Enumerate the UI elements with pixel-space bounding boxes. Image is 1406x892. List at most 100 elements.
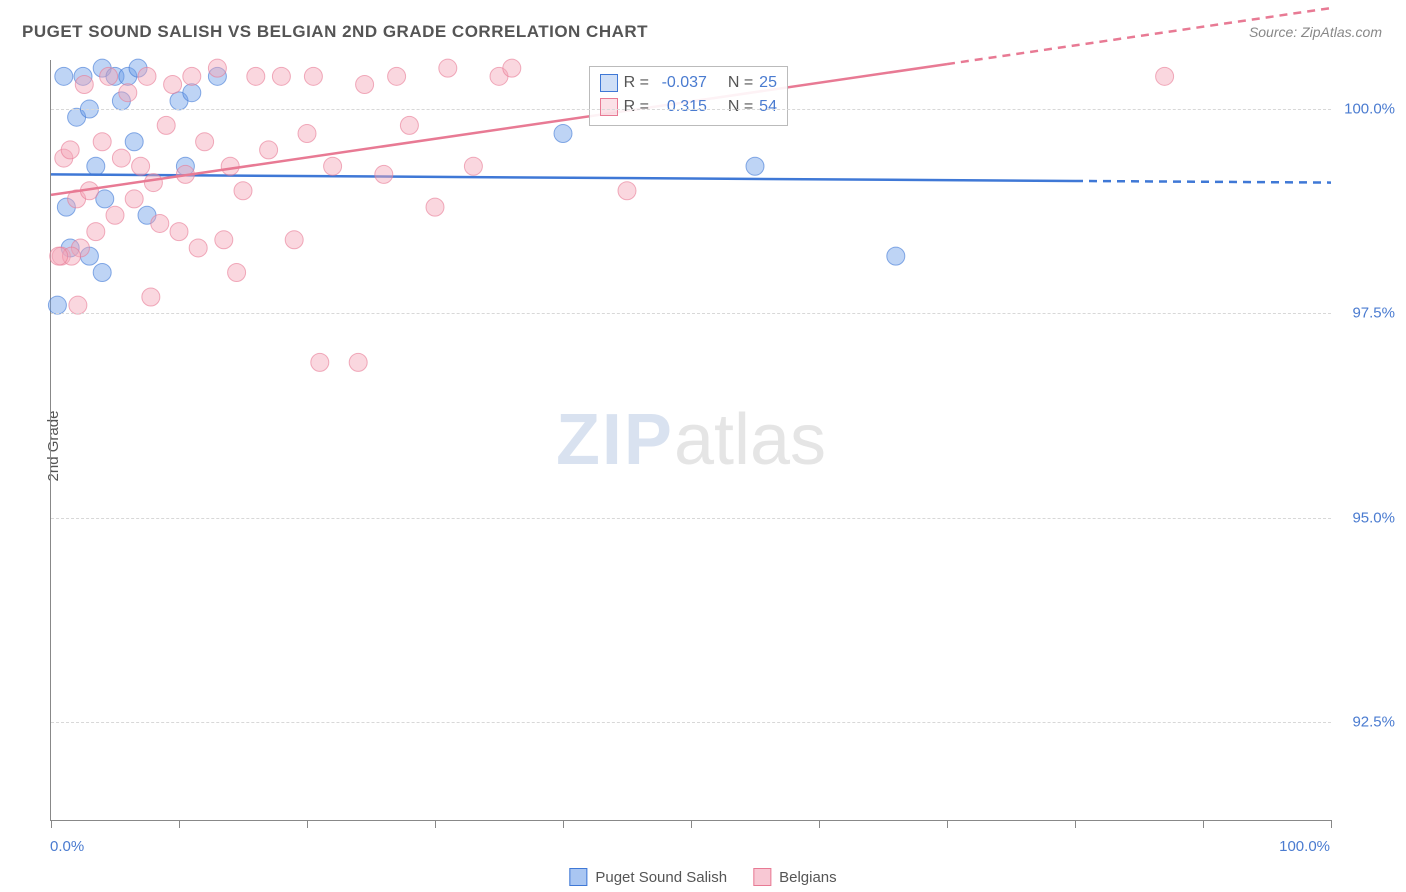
scatter-point — [55, 149, 73, 167]
scatter-point — [106, 206, 124, 224]
scatter-point — [176, 157, 194, 175]
chart-legend: Puget Sound Salish Belgians — [569, 868, 836, 886]
scatter-point — [221, 157, 239, 175]
series-swatch — [600, 98, 618, 116]
series-swatch — [600, 74, 618, 92]
stats-row: R =0.315 N = 54 — [600, 95, 777, 119]
svg-overlay — [51, 60, 1331, 820]
scatter-point — [426, 198, 444, 216]
scatter-point — [260, 141, 278, 159]
watermark-zip: ZIP — [556, 400, 674, 480]
scatter-point — [170, 92, 188, 110]
legend-label: Puget Sound Salish — [595, 869, 727, 886]
chart-title: PUGET SOUND SALISH VS BELGIAN 2ND GRADE … — [22, 22, 648, 42]
trend-line — [51, 174, 1075, 181]
x-tick — [1203, 820, 1204, 828]
scatter-point — [87, 223, 105, 241]
scatter-point — [61, 141, 79, 159]
scatter-point — [119, 67, 137, 85]
scatter-point — [48, 296, 66, 314]
x-tick — [947, 820, 948, 828]
x-tick — [307, 820, 308, 828]
x-tick — [51, 820, 52, 828]
x-tick — [563, 820, 564, 828]
x-tick — [179, 820, 180, 828]
gridline-h — [51, 518, 1331, 519]
gridline-h — [51, 313, 1331, 314]
scatter-point — [69, 296, 87, 314]
scatter-point — [62, 247, 80, 265]
x-axis-min-label: 0.0% — [50, 838, 84, 855]
scatter-point — [400, 116, 418, 134]
scatter-point — [80, 247, 98, 265]
x-tick — [1075, 820, 1076, 828]
y-tick-label: 92.5% — [1335, 713, 1395, 730]
scatter-point — [215, 231, 233, 249]
scatter-point — [129, 59, 147, 77]
scatter-point — [144, 174, 162, 192]
scatter-point — [272, 67, 290, 85]
scatter-point — [93, 263, 111, 281]
scatter-point — [68, 108, 86, 126]
x-tick — [819, 820, 820, 828]
scatter-point — [196, 133, 214, 151]
stat-n-value: 25 — [759, 71, 777, 95]
scatter-point — [375, 165, 393, 183]
x-tick — [691, 820, 692, 828]
y-tick-label: 100.0% — [1335, 101, 1395, 118]
scatter-point — [87, 157, 105, 175]
scatter-plot-area: ZIPatlas R =-0.037 N = 25R =0.315 N = 54… — [50, 60, 1331, 821]
scatter-point — [112, 149, 130, 167]
scatter-point — [55, 67, 73, 85]
scatter-point — [439, 59, 457, 77]
scatter-point — [228, 263, 246, 281]
scatter-point — [138, 206, 156, 224]
scatter-point — [93, 59, 111, 77]
x-axis-max-label: 100.0% — [1279, 838, 1330, 855]
stat-r-label: R = — [624, 95, 649, 119]
scatter-point — [119, 84, 137, 102]
scatter-point — [100, 67, 118, 85]
stat-n-label: N = — [728, 71, 753, 95]
scatter-point — [356, 76, 374, 94]
scatter-point — [52, 247, 70, 265]
y-tick-label: 95.0% — [1335, 509, 1395, 526]
stat-r-value: 0.315 — [655, 95, 707, 119]
scatter-point — [138, 67, 156, 85]
stats-row: R =-0.037 N = 25 — [600, 71, 777, 95]
scatter-point — [554, 125, 572, 143]
scatter-point — [50, 247, 68, 265]
legend-swatch — [753, 868, 771, 886]
y-tick-label: 97.5% — [1335, 305, 1395, 322]
scatter-point — [304, 67, 322, 85]
correlation-stats-box: R =-0.037 N = 25R =0.315 N = 54 — [589, 66, 788, 126]
stat-n-value: 54 — [759, 95, 777, 119]
legend-label: Belgians — [779, 869, 837, 886]
scatter-point — [189, 239, 207, 257]
legend-swatch — [569, 868, 587, 886]
stat-n-label: N = — [728, 95, 753, 119]
x-tick — [1331, 820, 1332, 828]
scatter-point — [1156, 67, 1174, 85]
x-tick — [435, 820, 436, 828]
stat-r-label: R = — [624, 71, 649, 95]
scatter-point — [311, 353, 329, 371]
scatter-point — [125, 133, 143, 151]
scatter-point — [234, 182, 252, 200]
scatter-point — [164, 76, 182, 94]
watermark: ZIPatlas — [556, 399, 826, 481]
scatter-point — [112, 92, 130, 110]
scatter-point — [96, 190, 114, 208]
scatter-point — [298, 125, 316, 143]
gridline-h — [51, 109, 1331, 110]
scatter-point — [132, 157, 150, 175]
source-attribution: Source: ZipAtlas.com — [1249, 24, 1382, 40]
scatter-point — [93, 133, 111, 151]
scatter-point — [464, 157, 482, 175]
scatter-point — [208, 59, 226, 77]
legend-item: Puget Sound Salish — [569, 868, 727, 886]
scatter-point — [80, 182, 98, 200]
scatter-point — [618, 182, 636, 200]
trend-line-dashed — [1075, 181, 1331, 183]
scatter-point — [61, 239, 79, 257]
